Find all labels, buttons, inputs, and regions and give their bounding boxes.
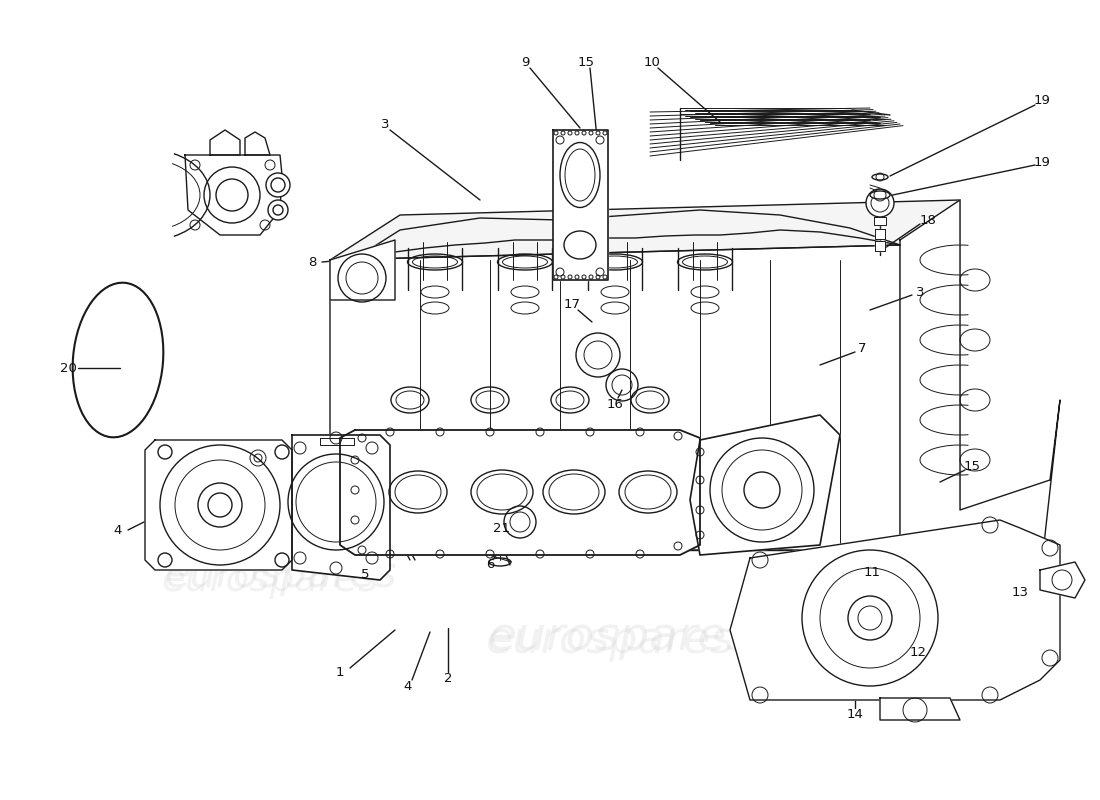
Text: eurospares: eurospares (162, 561, 378, 599)
Text: 9: 9 (520, 55, 529, 69)
Ellipse shape (870, 191, 890, 199)
Text: 19: 19 (1034, 155, 1050, 169)
Polygon shape (880, 698, 960, 720)
Circle shape (268, 200, 288, 220)
Text: 19: 19 (1034, 94, 1050, 107)
Text: 16: 16 (606, 398, 624, 411)
Text: 15: 15 (578, 55, 594, 69)
Polygon shape (900, 200, 1060, 580)
Polygon shape (330, 200, 960, 260)
Polygon shape (690, 415, 840, 555)
Polygon shape (340, 430, 700, 555)
Polygon shape (553, 130, 608, 280)
Polygon shape (292, 435, 390, 580)
Text: 1: 1 (336, 666, 344, 678)
Text: 18: 18 (920, 214, 936, 226)
Circle shape (866, 189, 894, 217)
Text: 4: 4 (113, 523, 122, 537)
Ellipse shape (872, 174, 888, 180)
Text: 10: 10 (644, 55, 660, 69)
Polygon shape (874, 241, 886, 251)
Text: 4: 4 (404, 679, 412, 693)
Polygon shape (730, 520, 1060, 700)
Polygon shape (874, 229, 886, 239)
Text: 12: 12 (910, 646, 926, 658)
Polygon shape (330, 245, 900, 550)
Text: 2: 2 (443, 671, 452, 685)
Text: 5: 5 (361, 569, 370, 582)
Polygon shape (900, 200, 960, 550)
Text: eurospares: eurospares (164, 554, 396, 596)
Polygon shape (245, 132, 270, 155)
Text: 21: 21 (494, 522, 510, 534)
Text: 3: 3 (381, 118, 389, 130)
Text: 11: 11 (864, 566, 880, 578)
Polygon shape (873, 205, 887, 213)
Polygon shape (145, 440, 292, 570)
Text: 6: 6 (486, 558, 494, 571)
Text: 15: 15 (964, 459, 980, 473)
Text: 17: 17 (563, 298, 581, 311)
Polygon shape (185, 155, 282, 235)
Text: 7: 7 (858, 342, 867, 354)
Text: eurospares: eurospares (488, 615, 752, 661)
Text: 3: 3 (915, 286, 924, 298)
Text: 8: 8 (308, 255, 316, 269)
Circle shape (266, 173, 290, 197)
Polygon shape (330, 240, 395, 300)
Text: 14: 14 (847, 709, 864, 722)
Text: 20: 20 (59, 362, 76, 374)
Text: 13: 13 (1012, 586, 1028, 598)
Polygon shape (874, 217, 886, 225)
Text: eurospares: eurospares (486, 618, 735, 662)
Polygon shape (210, 130, 240, 155)
Polygon shape (1040, 562, 1085, 598)
